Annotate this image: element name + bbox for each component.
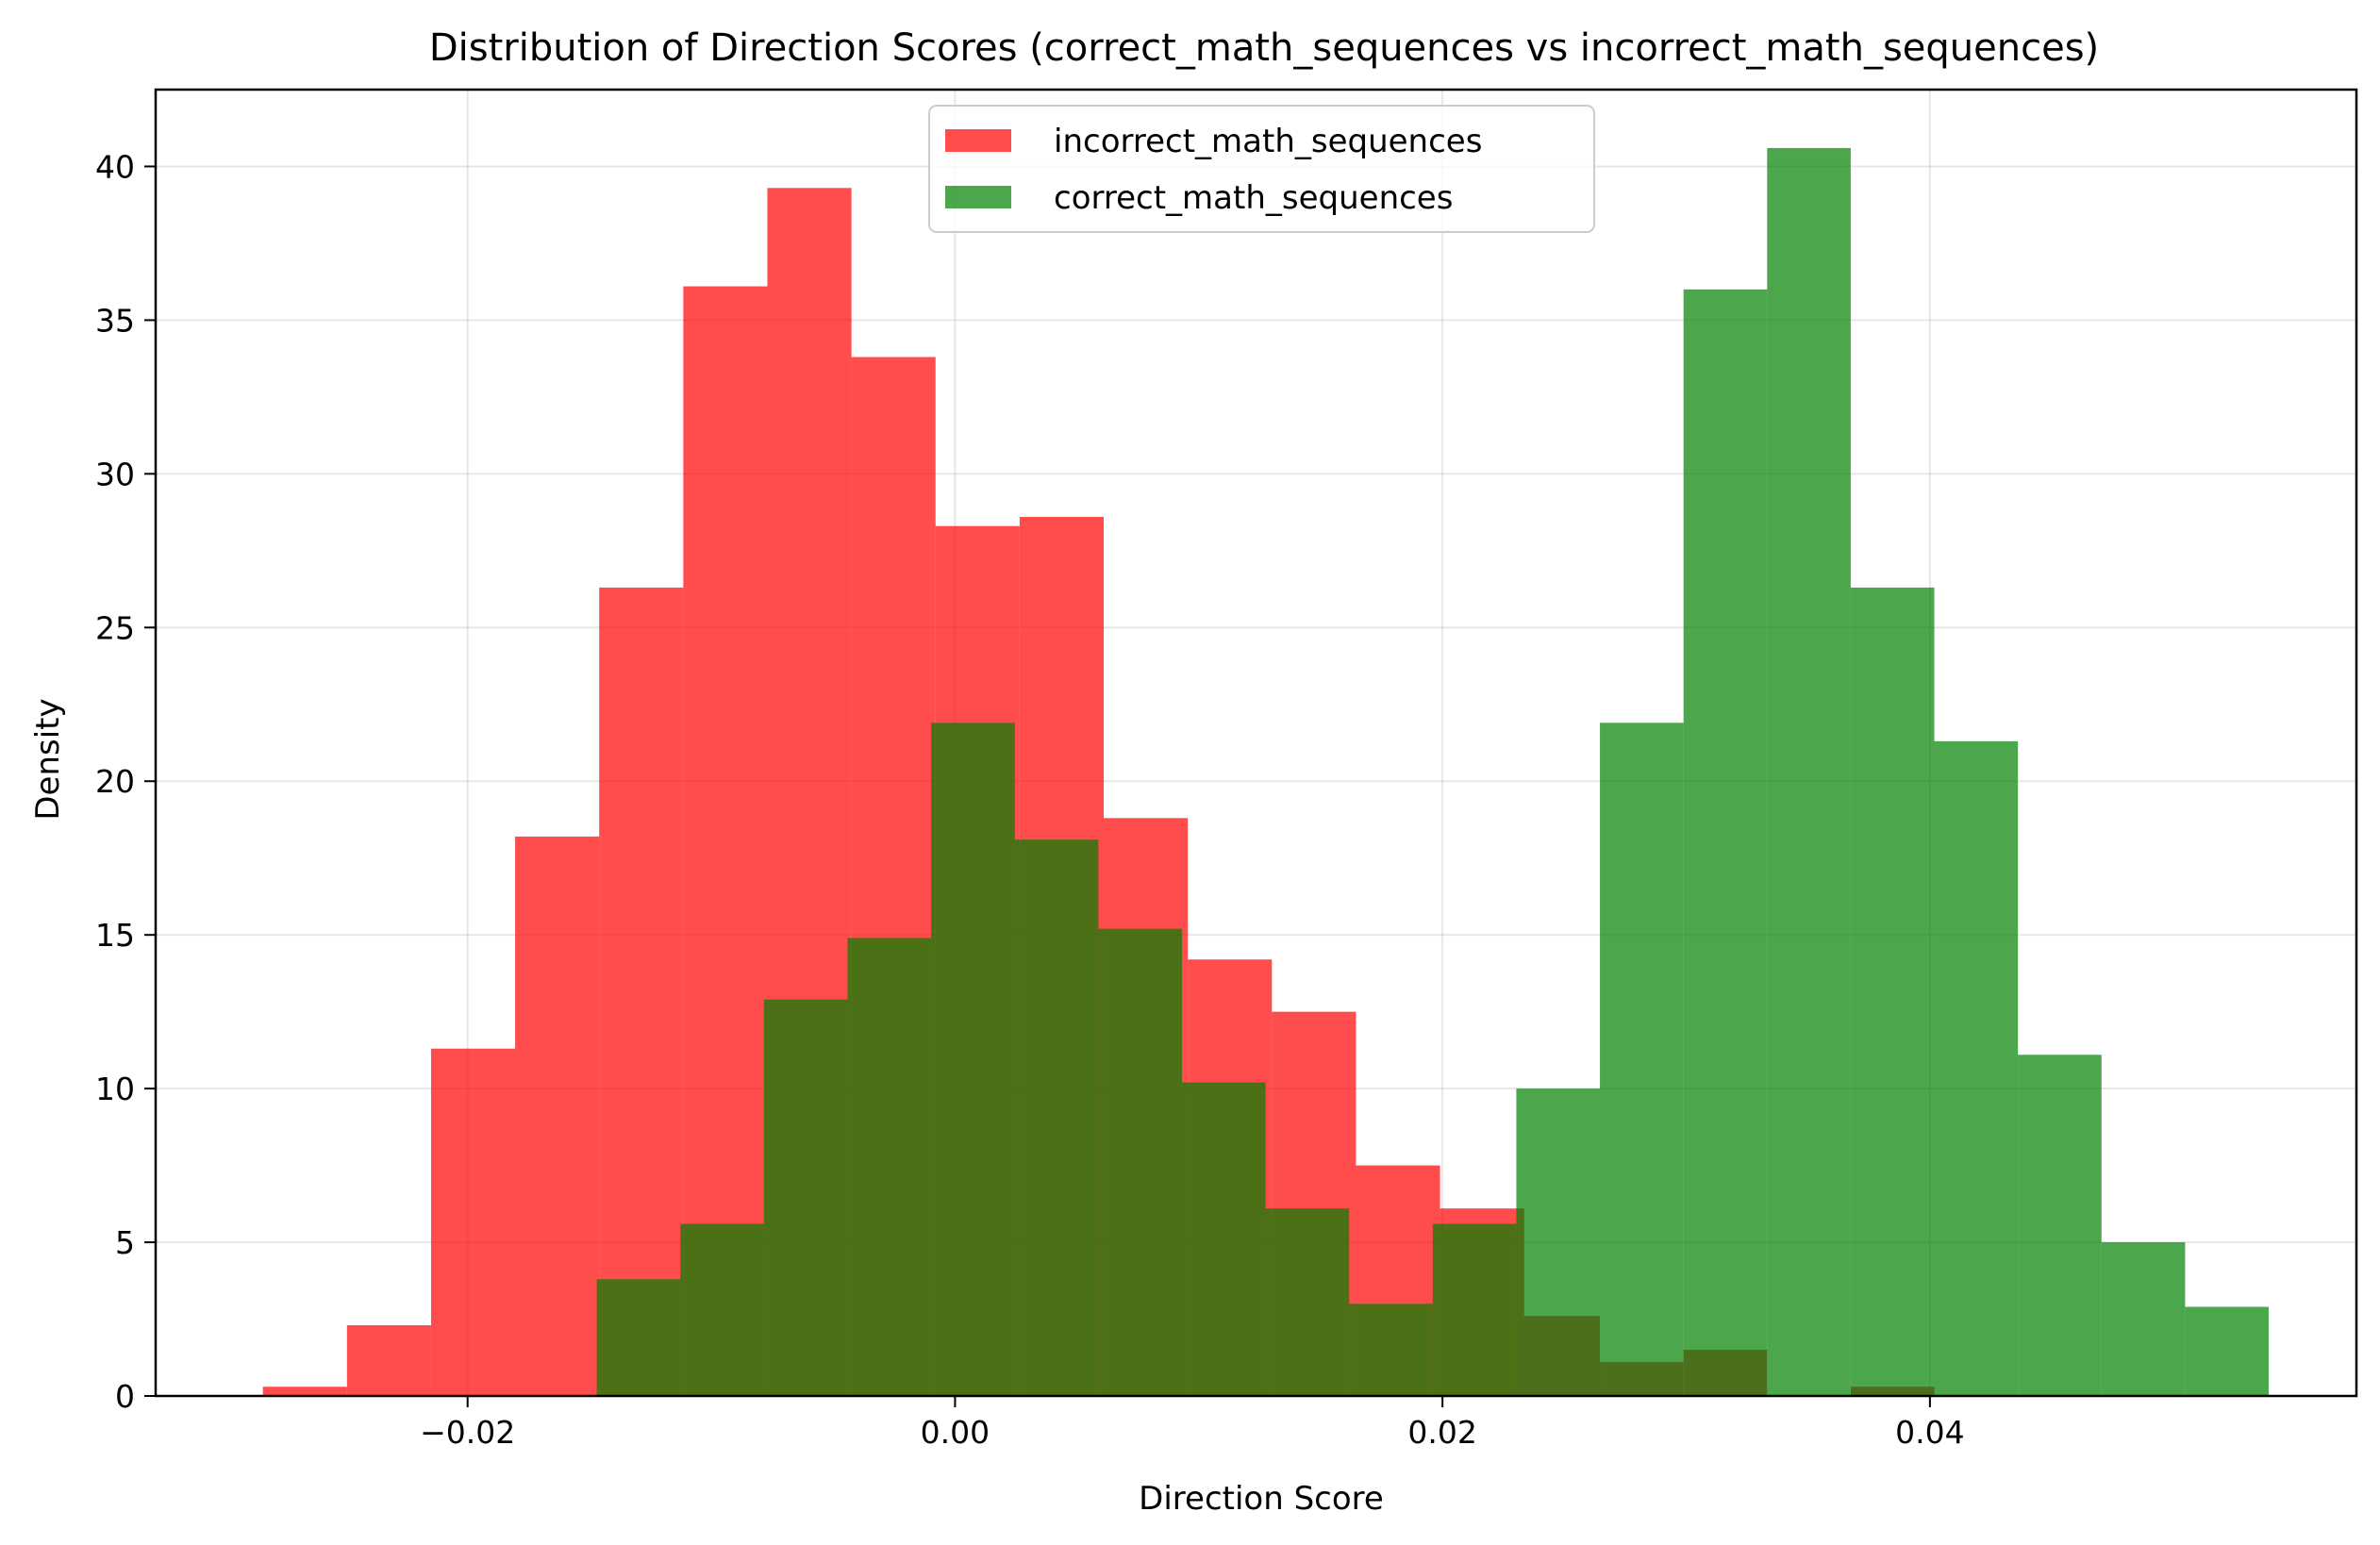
histogram-bar-correct_math_sequences [596,1279,681,1396]
y-tick-label: 40 [95,148,135,185]
y-tick-label: 5 [115,1224,135,1261]
histogram-bar-correct_math_sequences [2185,1306,2269,1396]
histogram-bar-correct_math_sequences [1265,1208,1350,1396]
y-tick-label: 25 [95,609,135,646]
histogram-bar-correct_math_sequences [1934,740,2019,1396]
histogram-bar-overlap [1600,1362,1684,1396]
legend-label-incorrect: incorrect_math_sequences [1054,123,1482,160]
y-tick-label: 35 [95,302,135,339]
histogram-bar-incorrect_math_sequences [262,1387,347,1396]
histogram-bar-correct_math_sequences [847,938,932,1396]
histogram-bar-correct_math_sequences [1349,1304,1433,1396]
y-tick-label: 10 [95,1071,135,1107]
x-tick-label: −0.02 [420,1414,515,1451]
histogram-bar-overlap [1850,1387,1935,1396]
legend: incorrect_math_sequences correct_math_se… [928,105,1595,233]
histogram-bar-incorrect_math_sequences [515,836,600,1396]
histogram-bar-correct_math_sequences [1014,839,1099,1396]
x-tick-label: 0.04 [1895,1414,1964,1451]
legend-swatch-correct [945,186,1011,208]
histogram-bar-correct_math_sequences [1683,289,1768,1397]
chart-title: Distribution of Direction Scores (correc… [429,26,2099,70]
legend-label-correct: correct_math_sequences [1054,179,1453,217]
y-tick-label: 30 [95,456,135,492]
histogram-bar-correct_math_sequences [931,723,1015,1396]
histogram-bar-correct_math_sequences [1181,1082,1266,1396]
histogram-bar-correct_math_sequences [1098,928,1182,1396]
histogram-bar-incorrect_math_sequences [346,1325,431,1396]
legend-swatch-incorrect [945,129,1011,152]
histogram-bar-overlap [1516,1316,1601,1396]
histogram-bar-correct_math_sequences [1600,723,1684,1396]
histogram-bar-correct_math_sequences [680,1223,764,1396]
histogram-bar-overlap [1683,1350,1768,1396]
histogram-bar-correct_math_sequences [1767,147,1851,1397]
y-tick-label: 20 [95,763,135,800]
y-tick-label: 0 [115,1378,135,1415]
histogram-bar-incorrect_math_sequences [683,286,768,1396]
histogram-bar-correct_math_sequences [1850,587,1935,1396]
plot-frame [154,88,2358,1398]
axes-layer: −0.02 0.00 0.02 0.04 0 5 10 15 20 25 30 35 40 [95,88,2358,1451]
histogram-bar-incorrect_math_sequences [599,587,684,1396]
y-axis-label: Density [29,698,67,820]
legend-box [928,105,1595,233]
y-tick-label: 15 [95,917,135,954]
histogram-bar-correct_math_sequences [2101,1242,2186,1396]
bars-layer [262,147,2269,1397]
histogram-bar-incorrect_math_sequences [430,1048,516,1396]
x-axis-label: Direction Score [1139,1480,1384,1518]
x-tick-label: 0.02 [1407,1414,1476,1451]
histogram-bar-correct_math_sequences [763,999,848,1396]
histogram-bar-correct_math_sequences [1432,1223,1517,1396]
x-tick-label: 0.00 [921,1414,990,1451]
histogram-bar-correct_math_sequences [2018,1055,2102,1396]
